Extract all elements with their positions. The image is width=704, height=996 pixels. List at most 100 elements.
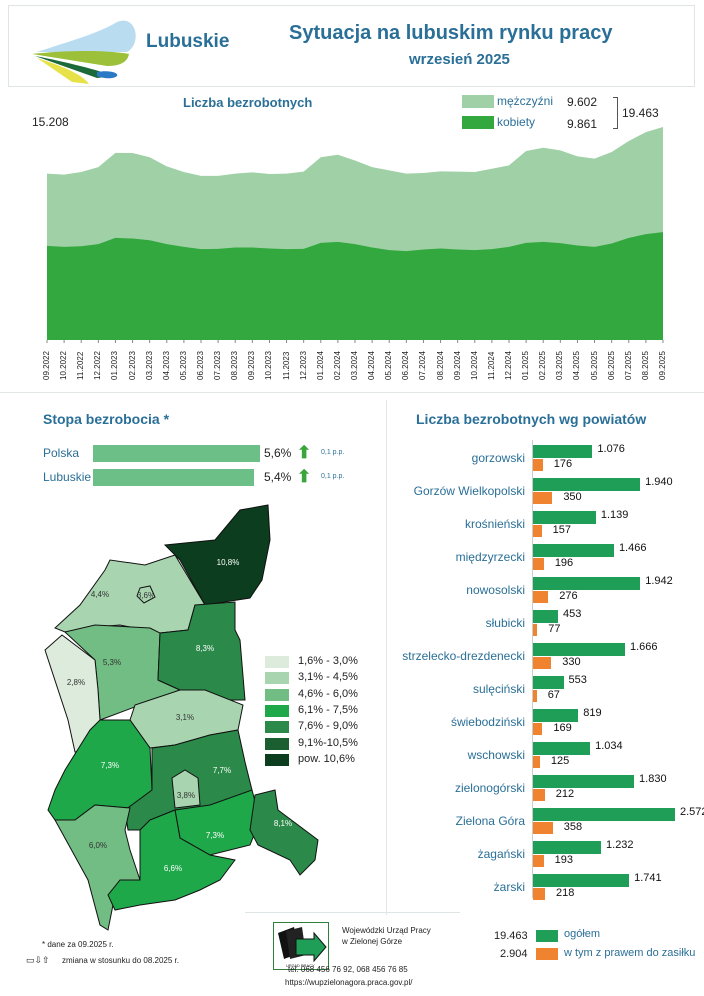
area-chart	[46, 127, 664, 343]
map-legend-swatch	[265, 704, 289, 717]
map-region[interactable]: 6,0%	[54, 804, 141, 931]
district-bar-total	[533, 742, 591, 755]
map-region[interactable]: 8,1%	[249, 789, 319, 876]
district-label: zielonogórski	[454, 781, 525, 795]
district-label: nowosolski	[466, 583, 525, 597]
benefit-legend-swatch	[536, 948, 558, 960]
district-label: międzyrzecki	[455, 550, 525, 564]
district-bar-benefit	[533, 789, 545, 801]
district-value-benefit: 196	[554, 557, 574, 569]
map-region[interactable]: 10,8%	[163, 504, 271, 606]
district-bar-total	[533, 775, 635, 788]
district-value-benefit: 350	[563, 491, 582, 503]
district-bar-benefit	[533, 459, 543, 471]
district-value-total: 1.076	[597, 443, 625, 455]
district-bar-benefit	[533, 888, 546, 900]
map-legend-swatch	[265, 753, 289, 766]
district-bar-benefit	[533, 525, 542, 537]
total-legend-label: ogółem	[564, 928, 601, 940]
district-label: gorzowski	[471, 451, 525, 465]
district-value-total: 1.139	[600, 509, 629, 521]
map-legend-swatch	[265, 688, 289, 701]
district-bar-total	[533, 544, 614, 557]
rate-label: Polska	[43, 446, 80, 460]
wup-logo: URZĄD PRACY	[273, 922, 329, 970]
benefit-value: 2.904	[500, 948, 528, 960]
area-chart-title: Liczba bezrobotnych	[183, 95, 313, 110]
rate-change: 0,1 p.p.	[321, 473, 345, 480]
district-label: strzelecko-drezdenecki	[402, 649, 525, 663]
district-value-benefit: 212	[555, 788, 575, 800]
map-legend-label: 4,6% - 6,0%	[298, 687, 358, 700]
district-bar-total	[533, 874, 630, 887]
x-tick-label: 02.2025	[538, 351, 548, 380]
rate-bar	[93, 469, 254, 486]
arrow-up-icon: ⬆	[297, 467, 312, 486]
map-legend-label: 3,1% - 4,5%	[298, 671, 358, 684]
district-bar-total	[533, 643, 625, 656]
district-value-total: 2.572	[680, 806, 704, 818]
x-tick-label: 09.2025	[658, 351, 667, 380]
website-link[interactable]: https://wupzielonagora.praca.gov.pl/	[285, 978, 413, 987]
x-tick-label: 04.2025	[572, 351, 582, 380]
district-value-benefit: 67	[547, 689, 560, 701]
map-region[interactable]: 8,3%	[157, 601, 246, 701]
map-region-label: 7,3%	[206, 831, 224, 840]
legend-label-men: mężczyźni	[497, 94, 554, 108]
district-label: krośnieński	[464, 517, 525, 531]
x-tick-label: 07.2025	[623, 351, 633, 380]
district-bar-total	[533, 478, 641, 491]
district-label: żarski	[493, 880, 525, 894]
district-bar-benefit	[533, 591, 549, 603]
map-region-label: 7,3%	[101, 761, 119, 770]
district-bar-total	[533, 709, 579, 722]
map-region-label: 2,8%	[67, 678, 85, 687]
map-region-label: 4,4%	[91, 590, 109, 599]
district-value-total: 1.940	[645, 476, 673, 488]
footnote: * dane za 09.2025 r.	[42, 940, 114, 949]
x-tick-label: 08.2025	[640, 351, 650, 380]
map-region[interactable]: 3,6%	[136, 585, 156, 604]
area-start-label: 15.208	[32, 115, 69, 129]
brand-name: Lubuskie	[146, 31, 230, 52]
rate-label: Lubuskie	[43, 470, 92, 484]
district-label: wschowski	[467, 748, 525, 762]
district-bar-benefit	[533, 855, 544, 867]
district-value-benefit: 276	[559, 590, 578, 602]
legend-value-women: 9.861	[567, 117, 598, 131]
map-region[interactable]: 4,4%	[54, 554, 206, 634]
total-legend-swatch	[536, 930, 558, 942]
map-legend-swatch	[265, 656, 289, 668]
x-tick-label: 08.2024	[435, 351, 445, 380]
rate-change: 0,1 p.p.	[321, 449, 345, 456]
district-value-benefit: 358	[563, 821, 583, 833]
map-legend-swatch	[265, 721, 289, 734]
district-label: żagański	[477, 847, 525, 861]
district-label: świebodziński	[450, 715, 525, 729]
district-bar-total	[533, 676, 564, 689]
change-note: zmiana w stosunku do 08.2025 r.	[62, 956, 179, 965]
map-region[interactable]: 3,8%	[171, 769, 201, 809]
district-label: Zielona Góra	[455, 814, 525, 828]
district-map: 10,8% 4,4% 3,6% 5,3% 2,8% 8,3% 3,1% 7,3% 7,7% 3,8…	[44, 504, 319, 931]
district-bar-benefit	[533, 558, 544, 570]
district-bar-benefit	[533, 822, 553, 834]
legend-value-men: 9.602	[567, 95, 598, 109]
district-bar-total	[533, 511, 596, 524]
x-tick-label: 09.2024	[452, 351, 462, 380]
map-region-label: 3,6%	[137, 591, 155, 600]
divider-horizontal	[0, 392, 704, 393]
district-value-benefit: 193	[554, 854, 573, 866]
rate-title: Stopa bezrobocia *	[43, 411, 170, 427]
map-region-label: 5,3%	[103, 658, 121, 667]
map-region[interactable]: 6,6%	[107, 809, 236, 911]
wup-logo-text: URZĄD PRACY	[286, 963, 315, 968]
total-value: 19.463	[494, 930, 528, 942]
arrows-icon: ▭⇩⇧	[26, 955, 50, 965]
district-value-total: 1.830	[639, 773, 667, 785]
map-region-label: 7,7%	[213, 766, 231, 775]
district-bar-benefit	[533, 492, 553, 504]
district-axis	[532, 440, 533, 898]
map-legend-swatch	[265, 737, 289, 750]
district-value-benefit: 176	[553, 458, 573, 470]
